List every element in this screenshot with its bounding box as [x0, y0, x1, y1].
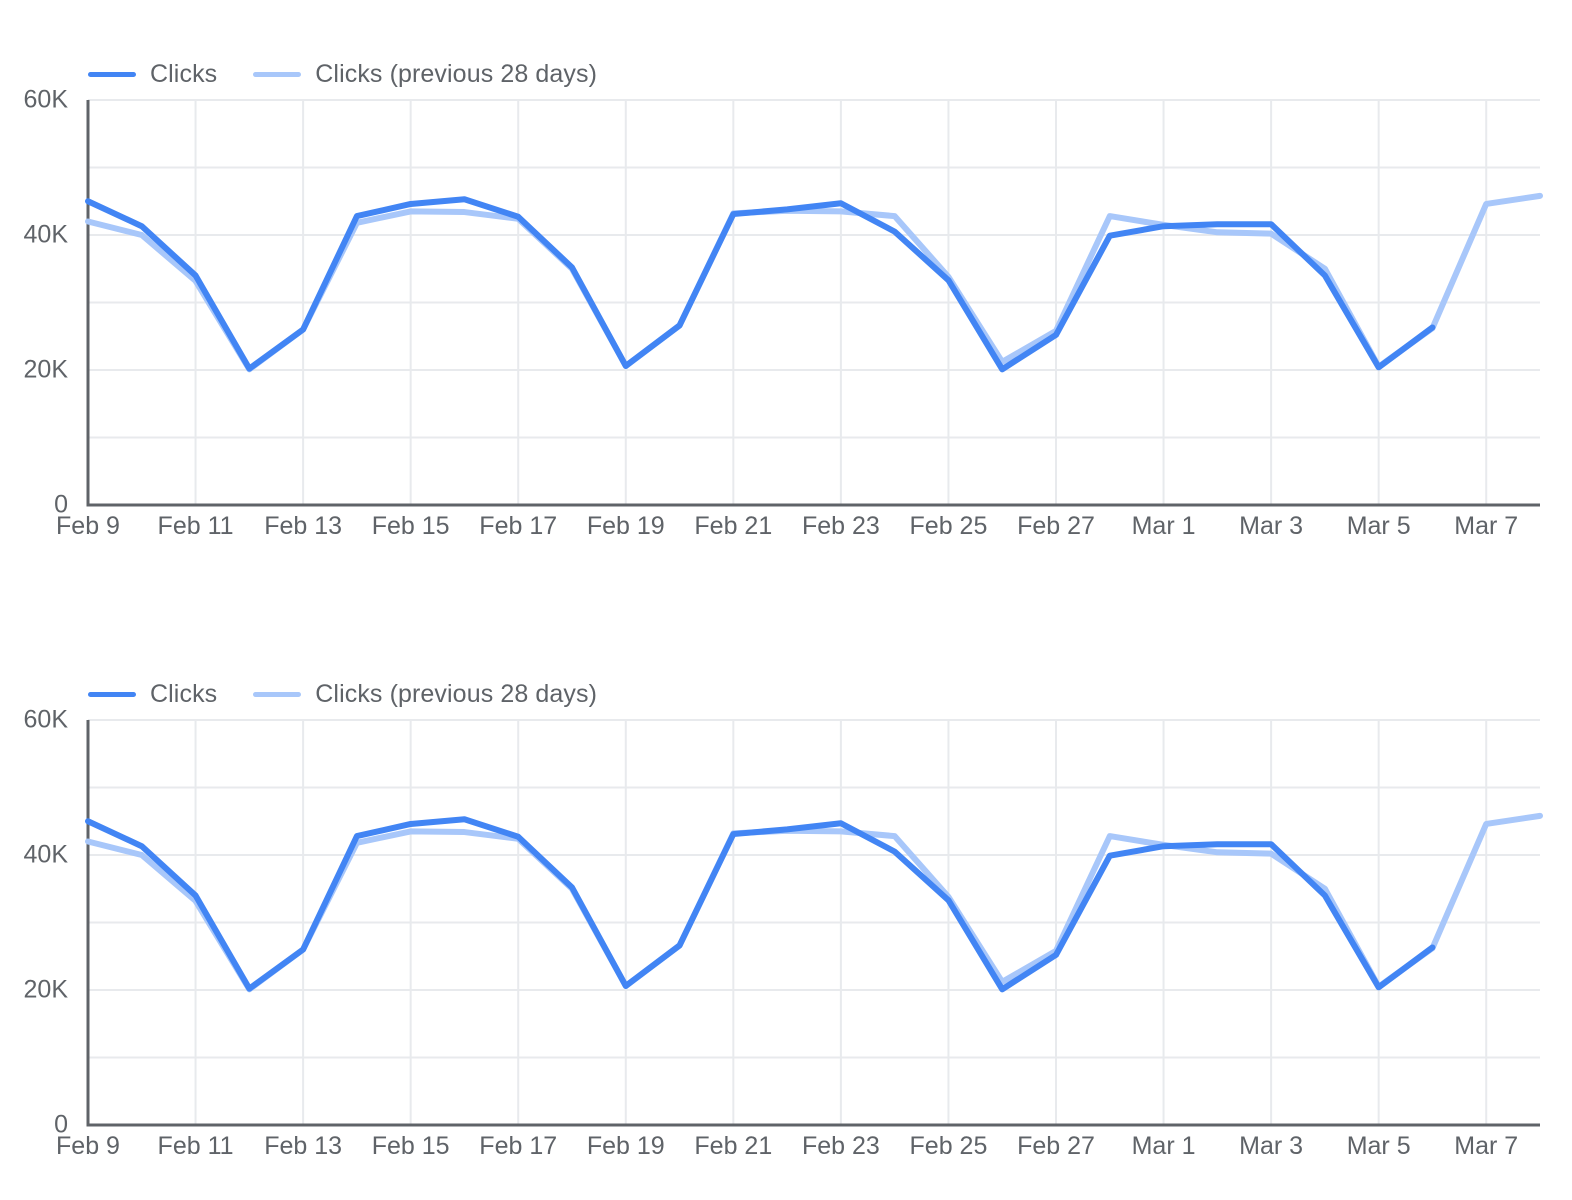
y-axis-tick-label: 0 — [54, 1110, 68, 1139]
legend-item-clicks-previous[interactable]: Clicks (previous 28 days) — [253, 62, 597, 87]
chart-legend: Clicks Clicks (previous 28 days) — [88, 682, 597, 707]
x-axis-tick-label: Feb 15 — [371, 1132, 450, 1160]
x-axis-tick-label: Feb 23 — [801, 512, 880, 540]
line-swatch-icon — [88, 72, 136, 77]
x-axis-labels: Feb 9 Feb 11 Feb 13 Feb 15 Feb 17 Feb 19 Feb 2… — [0, 512, 1572, 556]
x-axis-tick-label: Feb 21 — [694, 1132, 773, 1160]
x-axis-tick-label: Feb 17 — [479, 1132, 558, 1160]
x-axis-tick-label: Feb 27 — [1017, 512, 1095, 540]
axis-lines — [86, 100, 1540, 507]
series-line-clicks — [85, 816, 1436, 993]
x-axis-tick-label: Mar 7 — [1454, 512, 1519, 540]
x-axis-tick-label: Feb 25 — [909, 512, 988, 540]
line-swatch-icon — [253, 72, 302, 77]
x-axis-tick-label: Feb 17 — [479, 512, 558, 540]
x-axis-tick-label: Feb 25 — [909, 1132, 988, 1160]
x-axis-tick-label: Feb 23 — [801, 1132, 880, 1160]
y-axis-labels: 0 20K 40K 60K — [0, 706, 80, 1139]
y-axis-labels: 0 20K 40K 60K — [0, 86, 80, 519]
y-axis-tick-label: 40K — [23, 840, 68, 869]
x-axis-tick-label: Feb 11 — [157, 512, 234, 540]
y-axis-tick-label: 20K — [23, 975, 68, 1004]
y-axis-tick-label: 60K — [23, 705, 68, 734]
plot-area — [85, 99, 1543, 507]
y-axis-tick-label: 60K — [23, 85, 68, 114]
series-line-clicks-previous — [85, 192, 1543, 373]
plot-svg — [85, 719, 1543, 1127]
x-axis-tick-label: Feb 21 — [694, 512, 773, 540]
x-axis-tick-label: Feb 19 — [586, 1132, 665, 1160]
legend-item-clicks[interactable]: Clicks — [88, 682, 217, 707]
x-axis-tick-label: Feb 9 — [56, 512, 120, 540]
plot-svg — [85, 99, 1543, 507]
legend-label-clicks-previous: Clicks (previous 28 days) — [315, 60, 598, 88]
x-axis-tick-label: Feb 27 — [1017, 1132, 1095, 1160]
x-axis-tick-label: Feb 15 — [371, 512, 450, 540]
x-axis-tick-label: Mar 1 — [1131, 1132, 1196, 1160]
x-axis-tick-label: Feb 13 — [264, 1132, 343, 1160]
plot-area — [85, 719, 1543, 1127]
line-swatch-icon — [88, 692, 136, 697]
series-line-clicks — [85, 196, 1436, 373]
series-line-clicks-previous — [85, 812, 1543, 993]
y-axis-tick-label: 40K — [23, 220, 68, 249]
legend-label-clicks: Clicks — [150, 60, 218, 88]
line-swatch-icon — [253, 692, 302, 697]
clicks-chart-top: Clicks Clicks (previous 28 days) 0 20K 40K… — [0, 0, 1572, 560]
x-axis-tick-label: Mar 1 — [1131, 512, 1196, 540]
y-axis-tick-label: 0 — [54, 490, 68, 519]
x-axis-tick-label: Feb 9 — [56, 1132, 120, 1160]
legend-label-clicks-previous: Clicks (previous 28 days) — [315, 680, 598, 708]
chart-legend: Clicks Clicks (previous 28 days) — [88, 62, 597, 87]
x-axis-labels: Feb 9 Feb 11 Feb 13 Feb 15 Feb 17 Feb 19 Feb 2… — [0, 1132, 1572, 1176]
x-axis-tick-label: Feb 11 — [157, 1132, 234, 1160]
legend-item-clicks-previous[interactable]: Clicks (previous 28 days) — [253, 682, 597, 707]
legend-label-clicks: Clicks — [150, 680, 218, 708]
x-axis-tick-label: Feb 13 — [264, 512, 343, 540]
clicks-chart-bottom: Clicks Clicks (previous 28 days) 0 20K 40K… — [0, 620, 1572, 1180]
x-axis-tick-label: Mar 7 — [1454, 1132, 1519, 1160]
x-axis-tick-label: Mar 5 — [1346, 1132, 1411, 1160]
legend-item-clicks[interactable]: Clicks — [88, 62, 217, 87]
x-axis-tick-label: Mar 5 — [1346, 512, 1411, 540]
x-axis-tick-label: Mar 3 — [1239, 512, 1304, 540]
y-axis-tick-label: 20K — [23, 355, 68, 384]
x-axis-tick-label: Mar 3 — [1239, 1132, 1304, 1160]
x-axis-tick-label: Feb 19 — [586, 512, 665, 540]
axis-lines — [86, 720, 1540, 1127]
